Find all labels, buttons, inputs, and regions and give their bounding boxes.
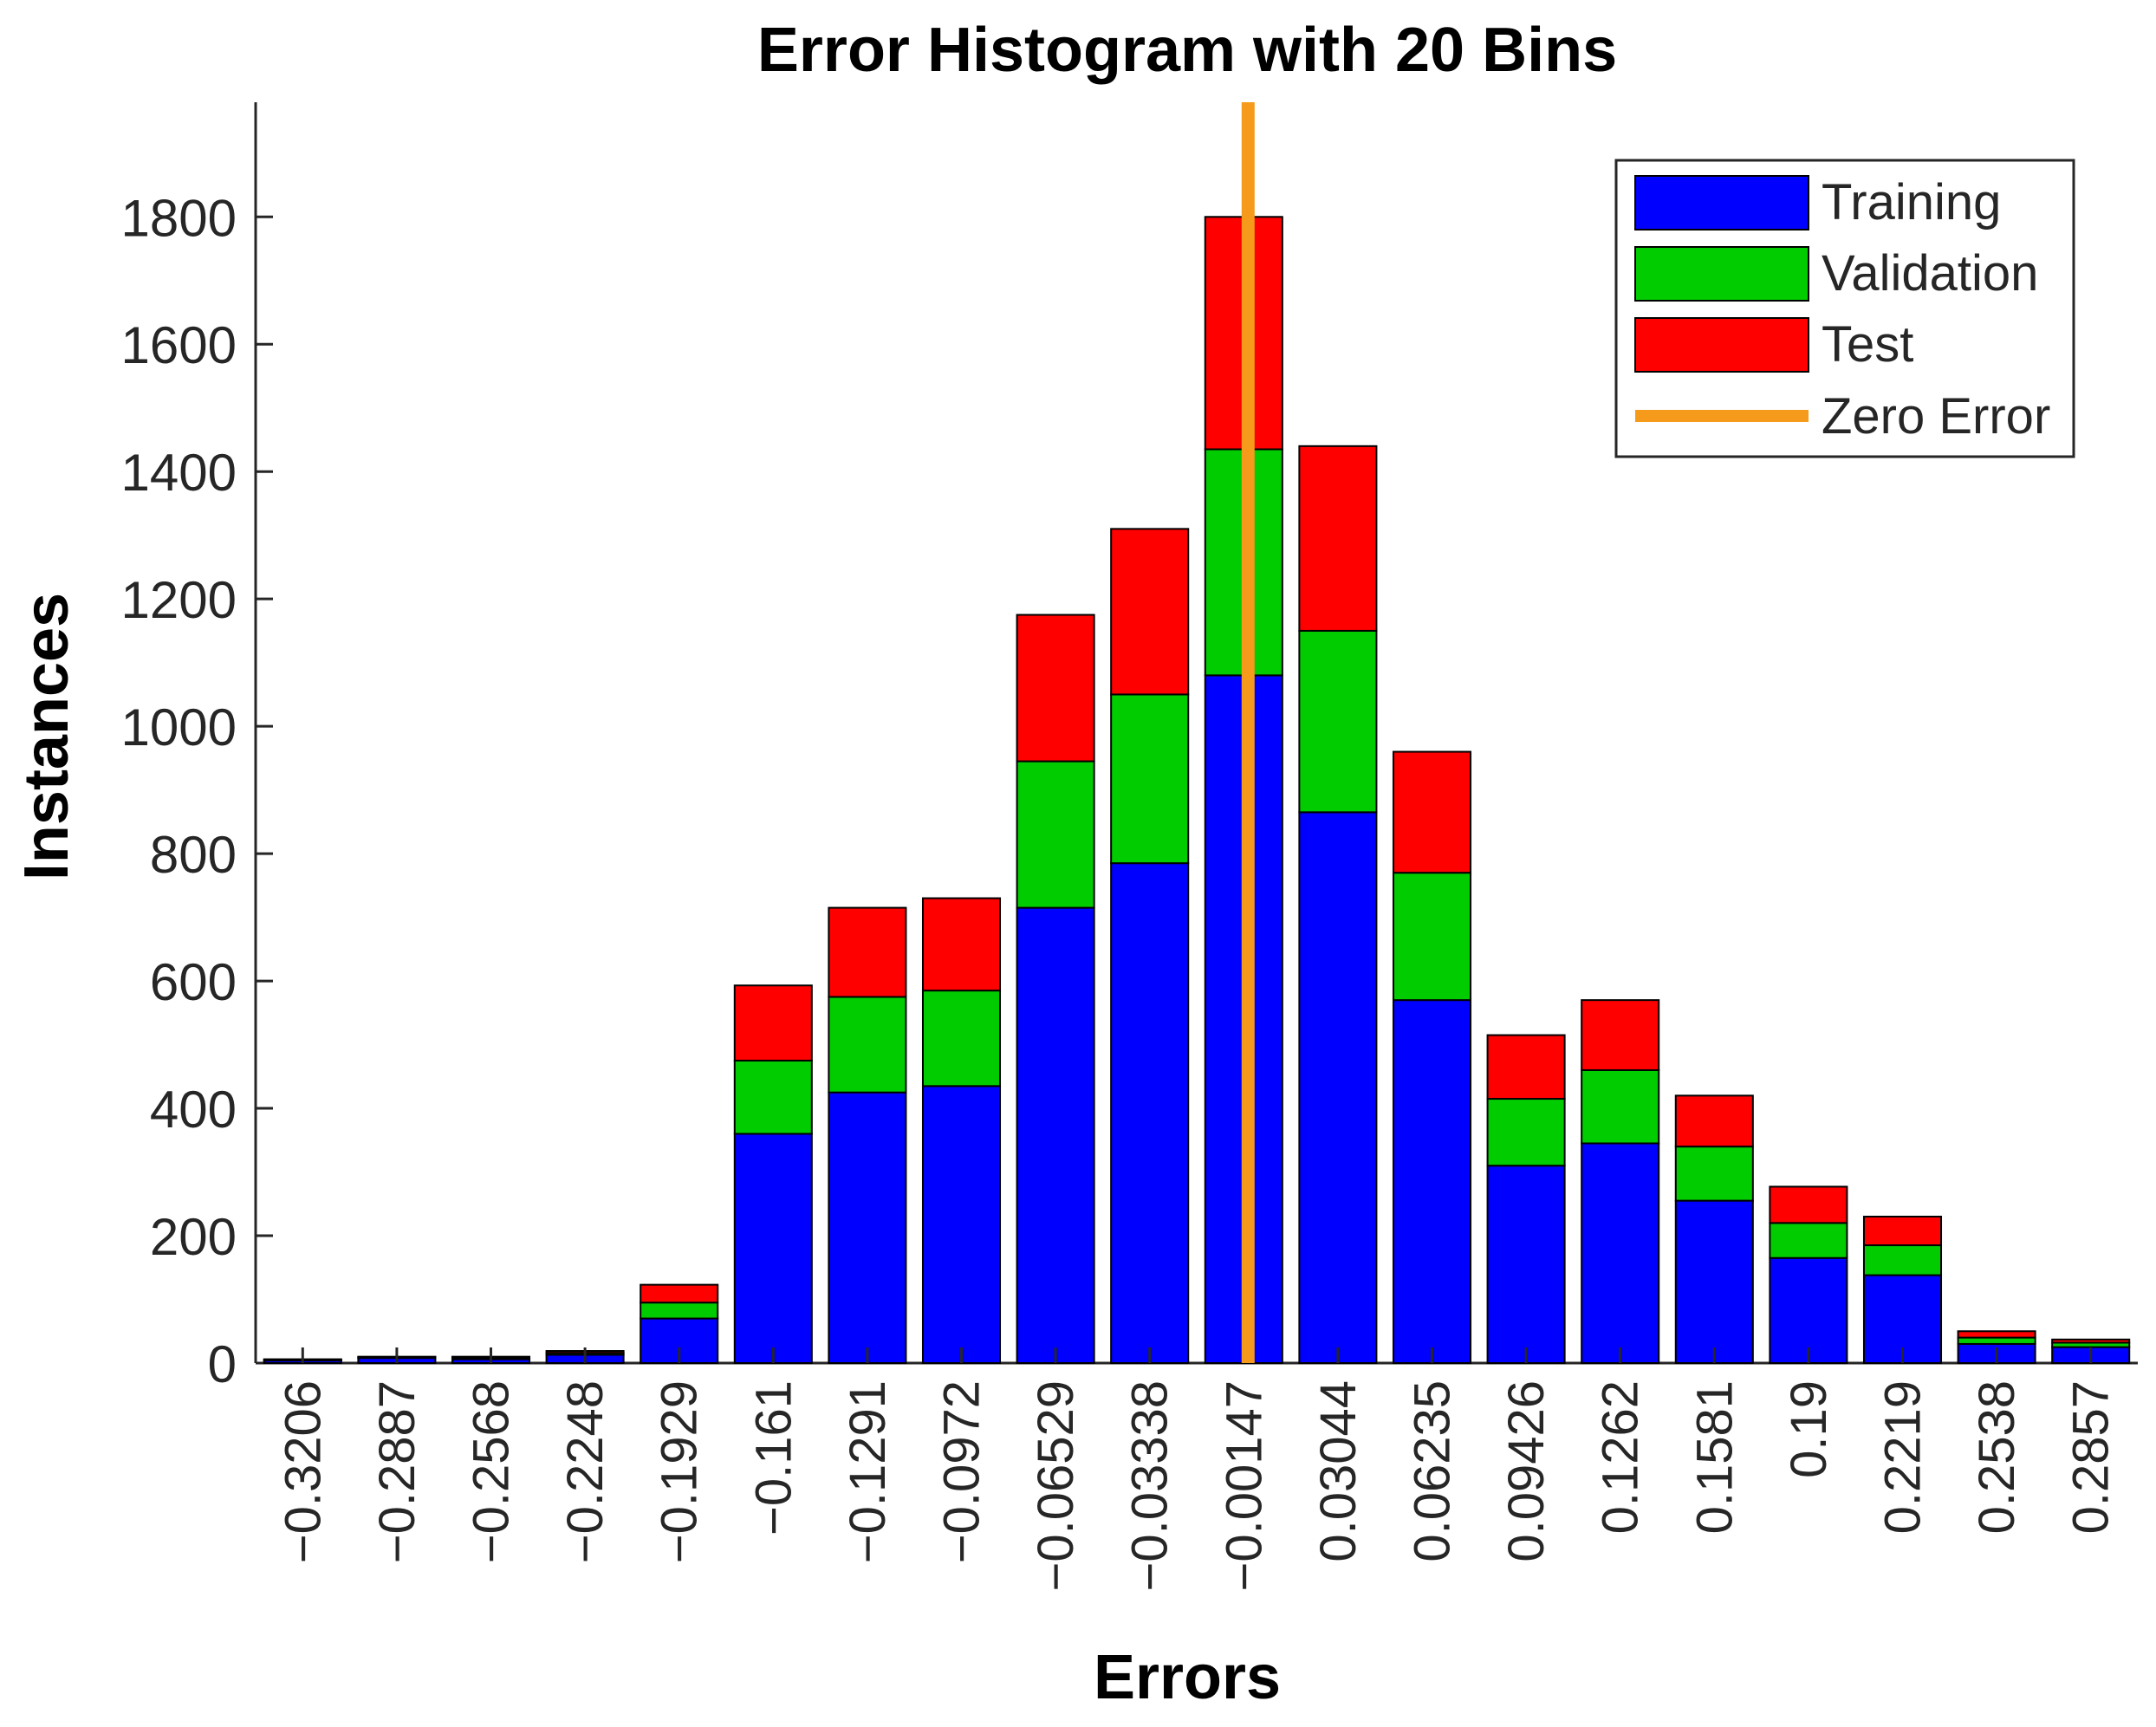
bar-test bbox=[1392, 750, 1472, 874]
y-tick-label: 200 bbox=[150, 1208, 237, 1266]
bar-test bbox=[640, 1283, 719, 1304]
bar-test bbox=[921, 897, 1002, 992]
bar-validation bbox=[1486, 1098, 1566, 1167]
x-tick-label: −0.06529 bbox=[1028, 1380, 1084, 1592]
plot-area: 0 200 400 600 800 1000 1200 1400 1600 1800 −0.3206… bbox=[121, 102, 2138, 1592]
legend-label-training: Training bbox=[1822, 174, 2001, 230]
x-tick-label: −0.1929 bbox=[652, 1380, 708, 1563]
bar-validation bbox=[733, 1059, 813, 1135]
x-tick-label: 0.2538 bbox=[1969, 1380, 2025, 1534]
y-axis-label: Instances bbox=[12, 593, 81, 880]
x-tick-label: 0.09426 bbox=[1498, 1380, 1555, 1562]
bar-test bbox=[1957, 1330, 2036, 1339]
bar-validation bbox=[1392, 872, 1472, 1002]
x-tick-label: 0.2219 bbox=[1875, 1380, 1932, 1534]
bar-test bbox=[1674, 1094, 1754, 1148]
legend-swatch-training bbox=[1634, 175, 1809, 230]
bar-test bbox=[1769, 1185, 1848, 1224]
x-tick-label: 0.19 bbox=[1781, 1380, 1837, 1478]
y-tick-label: 0 bbox=[208, 1335, 237, 1393]
x-tick-label: 0.06235 bbox=[1405, 1380, 1461, 1562]
bar-training bbox=[828, 1091, 907, 1365]
chart-title: Error Histogram with 20 Bins bbox=[757, 16, 1617, 85]
bar-training bbox=[1016, 906, 1095, 1365]
y-tick-label: 1400 bbox=[121, 444, 237, 502]
x-tick-label: 0.03044 bbox=[1310, 1380, 1367, 1562]
y-tick-label: 400 bbox=[150, 1081, 237, 1139]
x-tick-label: −0.2568 bbox=[464, 1380, 520, 1563]
bar-training bbox=[1298, 811, 1378, 1364]
bar-validation bbox=[1769, 1222, 1848, 1259]
bar-validation bbox=[1110, 693, 1190, 865]
bar-training bbox=[1486, 1165, 1566, 1365]
bar-validation bbox=[921, 990, 1002, 1087]
y-tick-label: 1800 bbox=[121, 189, 237, 247]
x-tick-label: −0.03338 bbox=[1122, 1380, 1179, 1592]
x-tick-label: −0.3206 bbox=[275, 1380, 331, 1563]
bar-training bbox=[921, 1085, 1002, 1365]
y-tick-label: 1000 bbox=[121, 698, 237, 756]
bar-training bbox=[1674, 1199, 1754, 1365]
legend-label-test: Test bbox=[1822, 316, 1913, 373]
bar-test bbox=[1110, 528, 1190, 696]
y-tick-label: 600 bbox=[150, 953, 237, 1011]
y-tick-label: 1200 bbox=[121, 571, 237, 629]
bar-validation bbox=[1298, 629, 1378, 814]
bar-test bbox=[1862, 1215, 1943, 1247]
y-tick-label: 800 bbox=[150, 826, 237, 884]
bar-training bbox=[1581, 1142, 1660, 1365]
x-tick-label: 0.1262 bbox=[1593, 1380, 1649, 1534]
x-tick-label: −0.2887 bbox=[369, 1380, 425, 1563]
bar-test bbox=[1581, 999, 1660, 1071]
bar-test bbox=[1016, 614, 1095, 763]
x-tick-label: −0.0972 bbox=[934, 1380, 990, 1563]
x-tick-label: 0.2857 bbox=[2063, 1380, 2120, 1534]
x-tick-label: −0.1291 bbox=[840, 1380, 896, 1563]
bar-training bbox=[1769, 1256, 1848, 1364]
x-tick-label: −0.161 bbox=[745, 1380, 802, 1535]
bar-training bbox=[1110, 862, 1190, 1364]
y-tick-label: 1600 bbox=[121, 316, 237, 374]
legend-label-zero-error: Zero Error bbox=[1822, 388, 2050, 445]
bar-validation bbox=[1581, 1068, 1660, 1145]
bar-test bbox=[1486, 1034, 1566, 1100]
x-axis-label: Errors bbox=[1094, 1643, 1281, 1712]
x-tick-label: −0.2248 bbox=[557, 1380, 614, 1563]
x-tick-label: 0.1581 bbox=[1686, 1380, 1743, 1534]
bar-test bbox=[733, 984, 813, 1062]
legend: Training Validation Test Zero Error bbox=[1614, 159, 2075, 458]
legend-swatch-validation bbox=[1634, 246, 1809, 302]
bar-validation bbox=[1674, 1146, 1754, 1202]
bar-test bbox=[1298, 445, 1378, 632]
bar-validation bbox=[1016, 760, 1095, 909]
legend-label-validation: Validation bbox=[1822, 245, 2038, 302]
bar-test bbox=[828, 906, 907, 998]
bar-validation bbox=[1862, 1244, 1943, 1276]
bar-validation bbox=[640, 1302, 719, 1320]
bar-training bbox=[1392, 999, 1472, 1364]
bar-validation bbox=[1957, 1336, 2036, 1345]
bar-validation bbox=[828, 996, 907, 1094]
x-tick-label: −0.00147 bbox=[1216, 1380, 1272, 1592]
bar-training bbox=[733, 1133, 813, 1365]
bar-test bbox=[2051, 1338, 2131, 1344]
legend-swatch-test bbox=[1634, 317, 1809, 373]
